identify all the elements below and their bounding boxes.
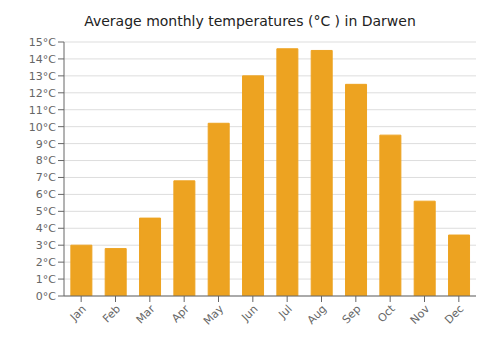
svg-text:14°C: 14°C — [29, 53, 56, 66]
svg-text:Feb: Feb — [100, 302, 123, 325]
svg-text:Apr: Apr — [169, 302, 192, 325]
svg-text:Aug: Aug — [305, 302, 329, 326]
svg-text:Jul: Jul — [276, 302, 295, 321]
svg-text:3°C: 3°C — [36, 239, 56, 252]
svg-text:13°C: 13°C — [29, 70, 56, 83]
svg-text:10°C: 10°C — [29, 121, 56, 134]
svg-text:5°C: 5°C — [36, 205, 56, 218]
svg-text:6°C: 6°C — [36, 188, 56, 201]
svg-text:Jun: Jun — [238, 302, 260, 324]
svg-text:Mar: Mar — [134, 302, 158, 326]
svg-text:9°C: 9°C — [36, 138, 56, 151]
html-text:Average monthly temperatures (: Average monthly temperatures (°C ) in Da… — [84, 13, 416, 29]
svg-text:Nov: Nov — [408, 302, 433, 327]
svg-text:12°C: 12°C — [29, 87, 56, 100]
svg-text:1°C: 1°C — [36, 273, 56, 286]
svg-text:15°C: 15°C — [29, 36, 56, 49]
svg-text:2°C: 2°C — [36, 256, 56, 269]
svg-text:Jan: Jan — [67, 302, 89, 324]
svg-text:7°C: 7°C — [36, 171, 56, 184]
svg-text:Oct: Oct — [375, 302, 398, 325]
svg-text:11°C: 11°C — [29, 104, 56, 117]
svg-text:4°C: 4°C — [36, 222, 56, 235]
svg-text:Dec: Dec — [442, 302, 466, 326]
svg-text:8°C: 8°C — [36, 154, 56, 167]
svg-text:0°C: 0°C — [36, 290, 56, 303]
svg-text:Sep: Sep — [340, 302, 364, 326]
svg-text:May: May — [201, 302, 227, 328]
